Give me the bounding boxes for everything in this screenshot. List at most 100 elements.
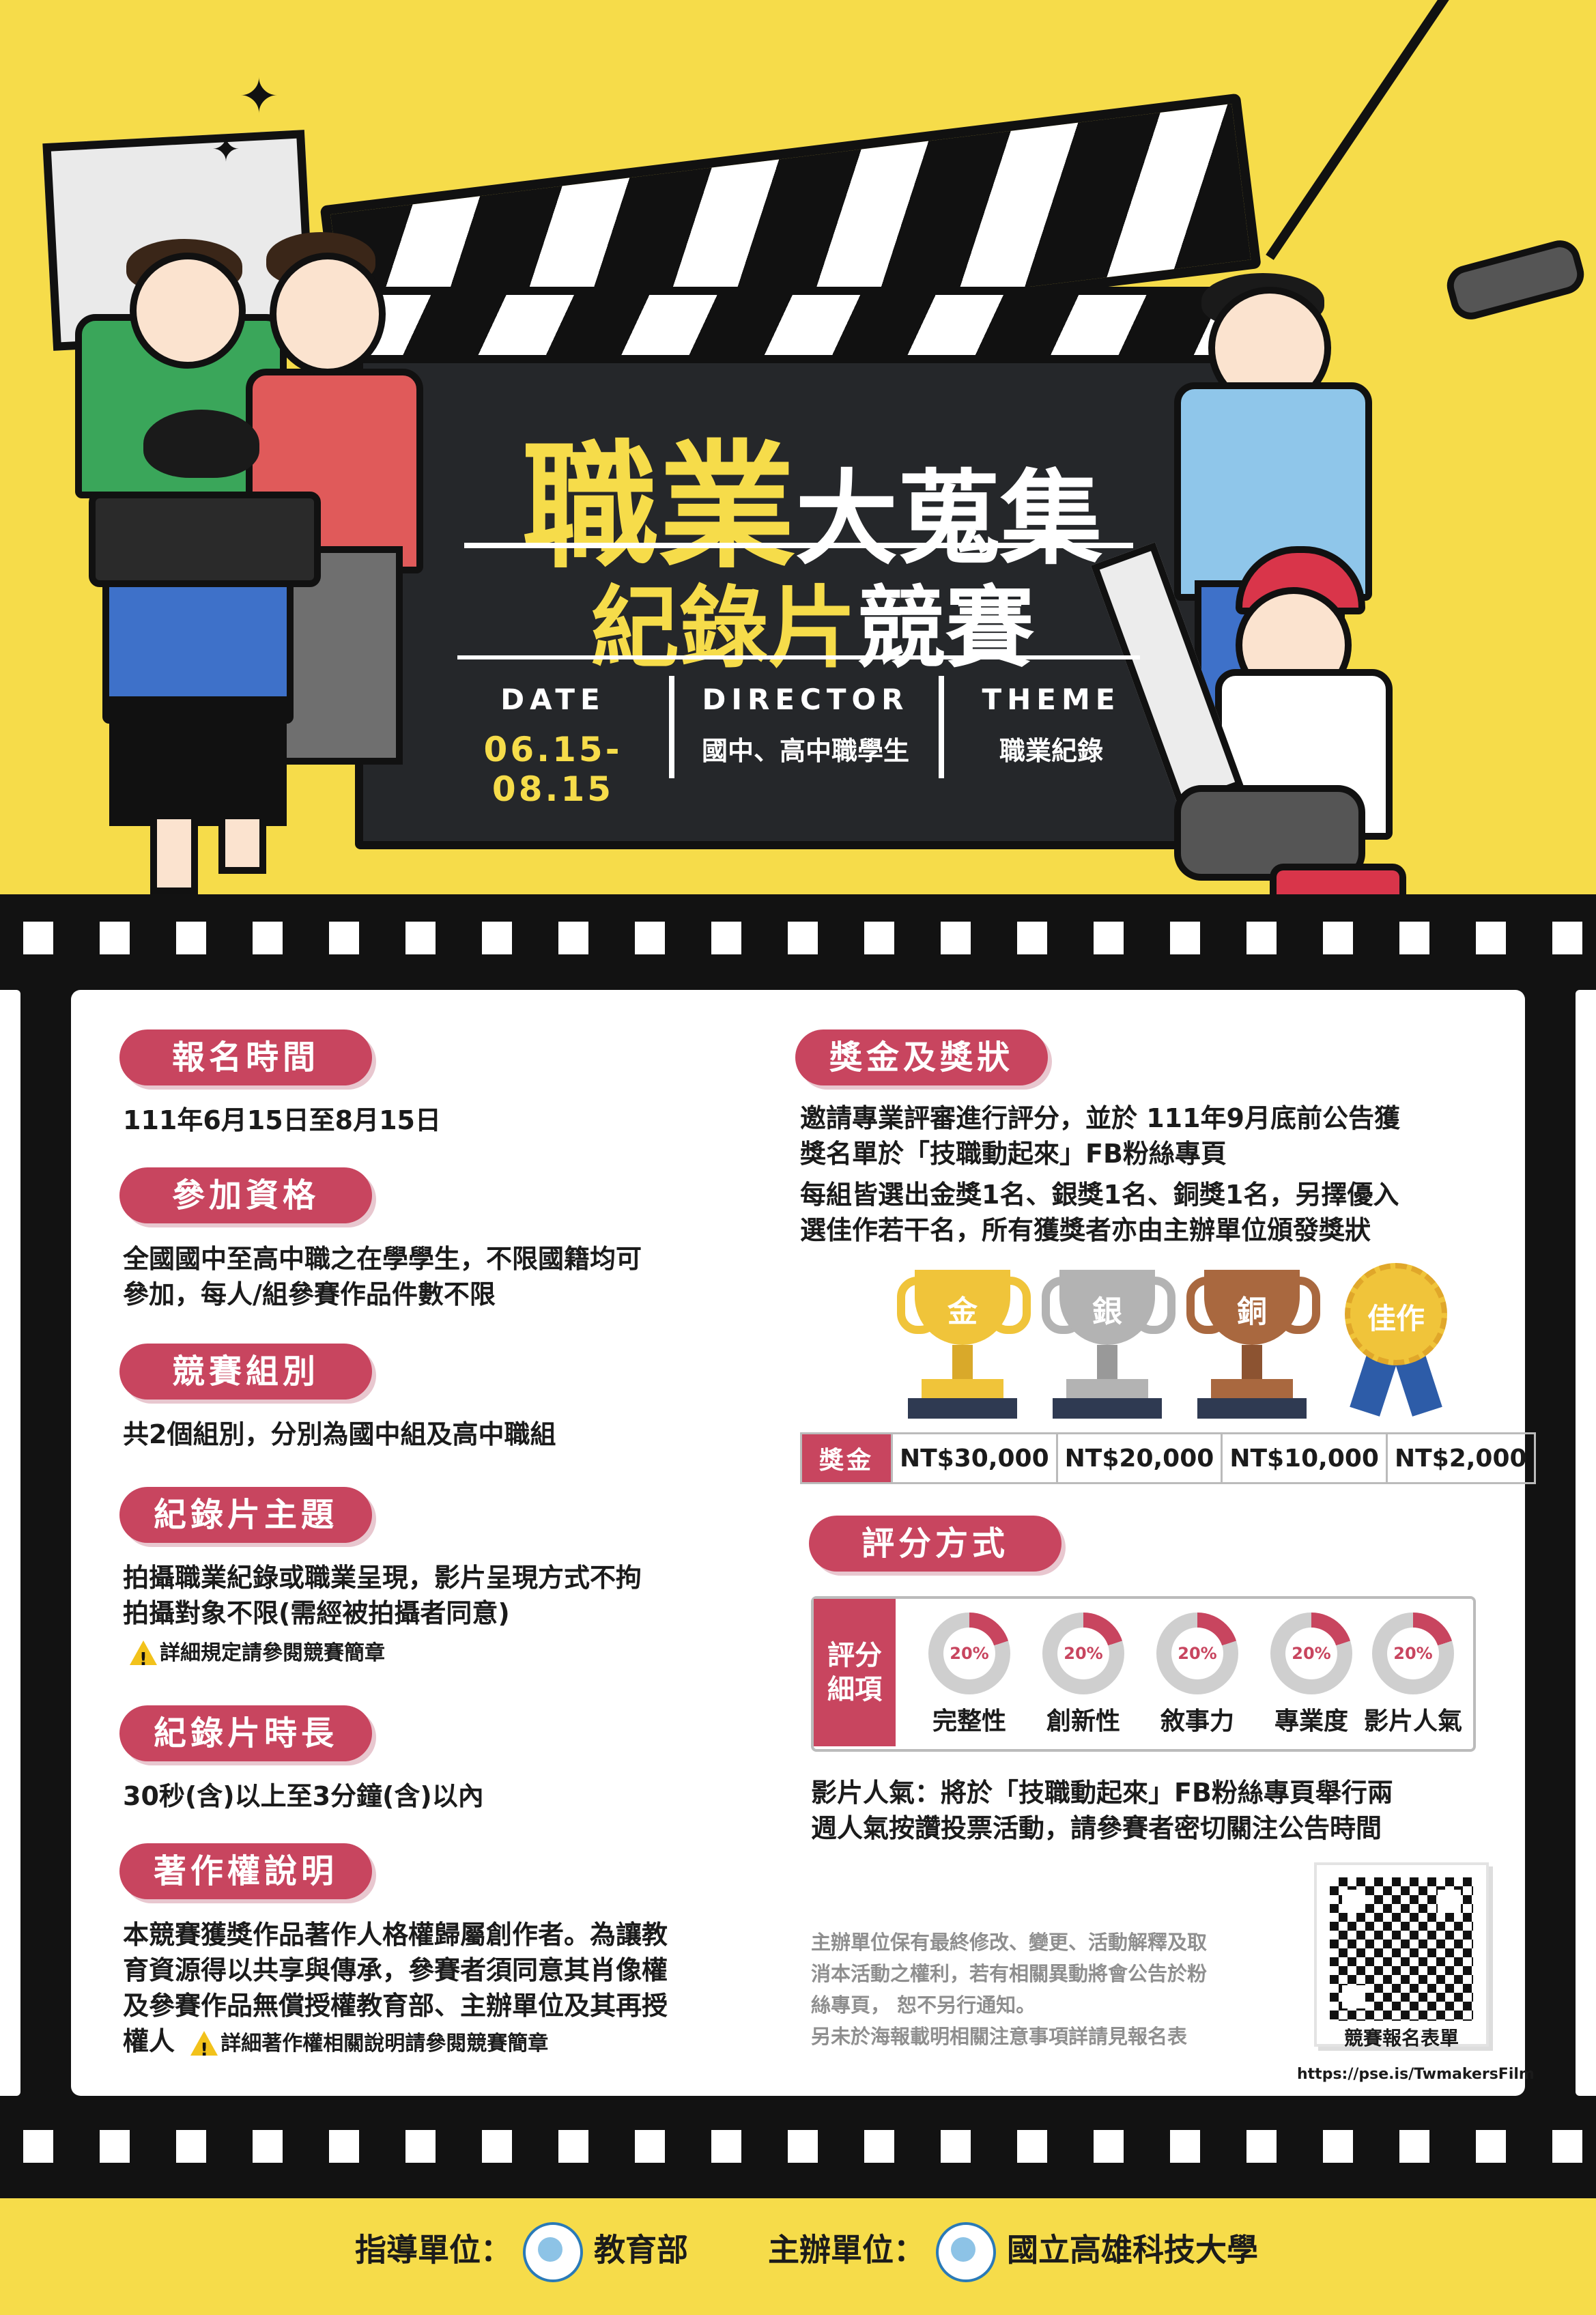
copyright-line: 本競賽獲獎作品著作人格權歸屬創作者。為讓教: [123, 1920, 668, 1950]
organizer-label: 主辦單位：: [768, 2231, 925, 2269]
scoring-box: [811, 1596, 1476, 1752]
director-label: DIRECTOR: [702, 683, 909, 716]
silver-trophy-icon: 銀: [1042, 1270, 1175, 1420]
prize-row: 獎金 NT$30,000 NT$20,000 NT$10,000 NT$2,00…: [800, 1432, 1536, 1484]
organizer-credit: 主辦單位： 國立高雄科技大學: [768, 2222, 1258, 2282]
percent-ring-icon: 20%: [1156, 1613, 1238, 1694]
registration-qr-card[interactable]: 競賽報名表單: [1314, 1862, 1489, 2049]
section-scoring-heading: 評分方式: [809, 1516, 1061, 1572]
scoring-label-line: 細項: [827, 1674, 882, 1705]
sparkle-icon: ✦: [239, 68, 279, 124]
theme-text: 拍攝職業紀錄或職業呈現，影片呈現方式不拘 拍攝對象不限(需經被拍攝者同意): [123, 1560, 642, 1631]
gold-trophy-icon: 金: [897, 1270, 1031, 1420]
copyright-line: 權人: [123, 2026, 175, 2056]
info-date: DATE 06.15-08.15: [437, 683, 669, 809]
film-sprocket-holes-top: [0, 922, 1596, 954]
popularity-text: 影片人氣：將於「技職動起來」FB粉絲專頁舉行兩 週人氣按讚投票活動，請參賽者密切…: [811, 1775, 1393, 1846]
section-awards-heading: 獎金及獎狀: [795, 1029, 1048, 1085]
person-head: [130, 253, 246, 369]
scoring-label-line: 評分: [827, 1640, 882, 1671]
score-name: 創新性: [1046, 1707, 1120, 1735]
awards-line: 邀請專業評審進行評分，並於 111年9月底前公告獲: [800, 1103, 1400, 1133]
section-copyright-heading: 著作權說明: [119, 1843, 372, 1899]
ministry-of-education-seal-icon: [523, 2222, 584, 2282]
video-camera-illustration: [89, 492, 321, 587]
bronze-trophy-icon: 銅: [1186, 1270, 1320, 1420]
score-percent: 20%: [1285, 1628, 1337, 1679]
section-eligibility-heading: 參加資格: [119, 1167, 372, 1223]
awards-text: 邀請專業評審進行評分，並於 111年9月底前公告獲 獎名單於「技職動起來」FB粉…: [800, 1100, 1400, 1248]
prize-bronze-amount: NT$10,000: [1221, 1432, 1388, 1484]
date-label: DATE: [500, 683, 605, 716]
registration-url-link[interactable]: https://pse.is/TwmakersFilm: [1297, 2066, 1535, 2083]
score-percent: 20%: [1387, 1628, 1439, 1679]
person-leg: [150, 812, 198, 894]
hero-banner: ✦ ✦ 職業大蒐集 紀錄片競賽 DATE 06.15-08.15 DIRECTO…: [0, 0, 1596, 932]
film-sprocket-holes-bottom: [0, 2130, 1596, 2163]
footer: [0, 2198, 1596, 2315]
copyright-text: 本競賽獲獎作品著作人格權歸屬創作者。為讓教 育資源得以共享與傳承，參賽者須同意其…: [123, 1917, 668, 2065]
boom-pole-illustration: [1266, 0, 1472, 260]
nkust-seal-icon: [936, 2222, 997, 2282]
prize-gold-amount: NT$30,000: [891, 1432, 1058, 1484]
popularity-line: 影片人氣：將於「技職動起來」FB粉絲專頁舉行兩: [811, 1778, 1393, 1808]
theme-line: 拍攝職業紀錄或職業呈現，影片呈現方式不拘: [123, 1563, 642, 1593]
qr-code-icon[interactable]: [1330, 1877, 1473, 2021]
title-highlight: 職業: [522, 428, 795, 587]
subtitle-highlight: 紀錄片: [590, 576, 857, 680]
advisor-credit: 指導單位： 教育部: [355, 2222, 688, 2282]
score-name: 完整性: [932, 1707, 1006, 1735]
percent-ring-icon: 20%: [1270, 1613, 1352, 1694]
score-percent: 20%: [1171, 1628, 1223, 1679]
page-title: 職業大蒐集: [437, 396, 1188, 594]
trophy-label: 金: [947, 1294, 978, 1329]
disclaimer-line: 主辦單位保有最終修改、變更、活動解釋及取: [811, 1931, 1208, 1954]
info-column-divider: [939, 676, 944, 778]
popularity-line: 週人氣按讚投票活動，請參賽者密切關注公告時間: [811, 1813, 1382, 1843]
percent-ring-icon: 20%: [1042, 1613, 1124, 1694]
copyright-note: 詳細著作權相關說明請參閱競賽簡章: [190, 2030, 549, 2065]
qr-caption: 競賽報名表單: [1343, 2027, 1459, 2049]
info-divider: [457, 655, 1140, 659]
film-frame-edge-left: [0, 990, 20, 2096]
score-percent: 20%: [1057, 1628, 1109, 1679]
info-director: DIRECTOR 國中、高中職學生: [683, 683, 928, 778]
awards-line: 獎名單於「技職動起來」FB粉絲專頁: [800, 1139, 1227, 1169]
scoring-label: 評分 細項: [814, 1599, 896, 1746]
section-duration-heading: 紀錄片時長: [119, 1705, 372, 1761]
theme-value: 職業紀錄: [999, 736, 1103, 766]
disclaimer-text: 主辦單位保有最終修改、變更、活動解釋及取 消本活動之權利，若有相關異動將會公告於…: [811, 1927, 1207, 2052]
duration-text: 30秒(含)以上至3分鐘(含)以內: [123, 1781, 484, 1811]
eligibility-line: 全國國中至高中職之在學學生，不限國籍均可: [123, 1244, 642, 1274]
disclaimer-line: 消本活動之權利，若有相關異動將會公告於粉: [811, 1962, 1208, 1985]
merit-medal-icon: 佳作: [1338, 1263, 1454, 1417]
disclaimer-line: 另未於海報載明相關注意事項詳請見報名表: [811, 2025, 1188, 2048]
prize-table-header: 獎金: [800, 1432, 893, 1484]
person-hair: [143, 410, 259, 478]
title-rest: 大蒐集: [795, 460, 1103, 579]
trophy-label: 銀: [1092, 1294, 1122, 1329]
percent-ring-icon: 20%: [1372, 1613, 1454, 1694]
eligibility-line: 參加，每人/組參賽作品件數不限: [123, 1279, 496, 1309]
copyright-line: 育資源得以共享與傳承，參賽者須同意其肖像權: [123, 1955, 668, 1985]
page-subtitle: 紀錄片競賽: [437, 556, 1188, 685]
director-value: 國中、高中職學生: [701, 736, 909, 766]
person-shorts: [109, 696, 287, 826]
score-item-completeness: 20% 完整性: [915, 1613, 1024, 1737]
score-name: 敘事力: [1160, 1707, 1234, 1735]
theme-label: THEME: [982, 683, 1121, 716]
theme-note-text: 詳細規定請參閱競賽簡章: [160, 1641, 385, 1665]
prize-silver-amount: NT$20,000: [1055, 1432, 1223, 1484]
trophy-label: 銅: [1237, 1294, 1267, 1329]
title-divider: [464, 543, 1133, 548]
eligibility-text: 全國國中至高中職之在學學生，不限國籍均可 參加，每人/組參賽作品件數不限: [123, 1241, 642, 1312]
copyright-note-text: 詳細著作權相關說明請參閱競賽簡章: [220, 2032, 549, 2056]
clapperboard-board: [355, 355, 1252, 849]
person-leg: [218, 812, 266, 874]
awards-line: 每組皆選出金獎1名、銀獎1名、銅獎1名，另擇優入: [800, 1180, 1399, 1210]
person-trousers: [273, 546, 403, 765]
groups-text: 共2個組別，分別為國中組及高中職組: [123, 1419, 556, 1449]
registration-text: 111年6月15日至8月15日: [123, 1105, 441, 1135]
copyright-last-line: 權人 詳細著作權相關說明請參閱競賽簡章: [123, 2023, 668, 2065]
score-item-professionalism: 20% 專業度: [1257, 1613, 1366, 1737]
